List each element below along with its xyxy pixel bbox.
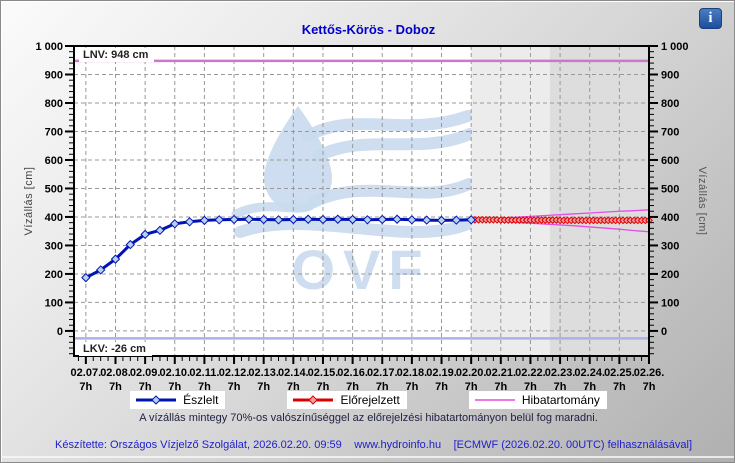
svg-text:02.19.: 02.19.	[426, 367, 457, 379]
svg-text:900: 900	[45, 69, 63, 81]
svg-text:700: 700	[45, 126, 63, 138]
footer-site-link[interactable]: www.hydroinfo.hu	[354, 439, 442, 451]
svg-text:02.13.: 02.13.	[248, 367, 279, 379]
svg-text:700: 700	[661, 126, 679, 138]
svg-text:02.10.: 02.10.	[159, 367, 190, 379]
footer: Készítette: Országos Vízjelző Szolgálat,…	[1, 439, 734, 451]
svg-text:400: 400	[661, 212, 679, 224]
svg-text:02.22.: 02.22.	[515, 367, 546, 379]
svg-text:600: 600	[45, 155, 63, 167]
svg-text:02.07.: 02.07.	[71, 367, 102, 379]
svg-text:02.12.: 02.12.	[219, 367, 250, 379]
svg-text:02.25.: 02.25.	[604, 367, 635, 379]
svg-text:02.11.: 02.11.	[189, 367, 219, 379]
svg-text:1 000: 1 000	[35, 41, 63, 53]
svg-text:02.23.: 02.23.	[545, 367, 576, 379]
svg-text:800: 800	[45, 98, 63, 110]
svg-text:02.16.: 02.16.	[337, 367, 368, 379]
y-axis-title-left: Vízállás [cm]	[23, 166, 35, 236]
svg-text:02.21.: 02.21.	[486, 367, 517, 379]
y-axis-title-right: Vízállás [cm]	[696, 166, 708, 236]
info-icon[interactable]: i	[699, 8, 722, 29]
errorband-line-sample-icon	[474, 399, 515, 401]
svg-text:02.14.: 02.14.	[278, 367, 309, 379]
probability-note: A vízállás mintegy 70%-os valószínűségge…	[139, 412, 598, 424]
svg-text:02.15.: 02.15.	[308, 367, 339, 379]
svg-text:100: 100	[661, 297, 679, 309]
plot-background	[74, 46, 649, 356]
svg-text:500: 500	[661, 183, 679, 195]
legend: Észlelt Előrejelzett Hibatartomány	[1, 391, 734, 409]
svg-text:02.26.: 02.26.	[634, 367, 665, 379]
svg-text:02.17.: 02.17.	[367, 367, 398, 379]
legend-label-forecast: Előrejelzett	[340, 393, 400, 407]
svg-text:1 000: 1 000	[661, 41, 689, 53]
page-title: Kettős-Körös - Doboz	[301, 22, 436, 37]
svg-text:300: 300	[45, 240, 63, 252]
footer-model-info: [ECMWF (2026.02.20. 00UTC) felhasználásá…	[453, 439, 692, 451]
svg-text:02.18.: 02.18.	[397, 367, 428, 379]
svg-text:02.20.: 02.20.	[456, 367, 487, 379]
svg-text:200: 200	[661, 269, 679, 281]
svg-text:02.08.: 02.08.	[100, 367, 131, 379]
svg-text:02.24.: 02.24.	[574, 367, 605, 379]
legend-label-observed: Észlelt	[183, 393, 219, 407]
svg-text:800: 800	[661, 98, 679, 110]
bottom-highlight	[1, 456, 734, 458]
svg-text:200: 200	[45, 269, 63, 281]
svg-text:400: 400	[45, 212, 63, 224]
svg-text:0: 0	[661, 326, 667, 338]
svg-text:500: 500	[45, 183, 63, 195]
observed-line-sample-icon	[136, 395, 177, 405]
svg-text:100: 100	[45, 297, 63, 309]
legend-item-observed: Észlelt	[130, 391, 226, 409]
svg-text:300: 300	[661, 240, 679, 252]
svg-text:02.09.: 02.09.	[130, 367, 161, 379]
lkv-label: LKV: -26 cm	[79, 342, 152, 356]
forecast-line-sample-icon	[293, 395, 334, 405]
svg-text:0: 0	[57, 326, 63, 338]
svg-text:900: 900	[661, 69, 679, 81]
lnv-label: LNV: 948 cm	[79, 48, 155, 62]
svg-text:600: 600	[661, 155, 679, 167]
legend-label-errorband: Hibatartomány	[521, 393, 600, 407]
legend-item-errorband: Hibatartomány	[468, 391, 607, 409]
info-icon-glyph: i	[708, 10, 713, 26]
legend-item-forecast: Előrejelzett	[287, 391, 407, 409]
footer-created-by: Készítette: Országos Vízjelző Szolgálat,…	[55, 439, 342, 451]
